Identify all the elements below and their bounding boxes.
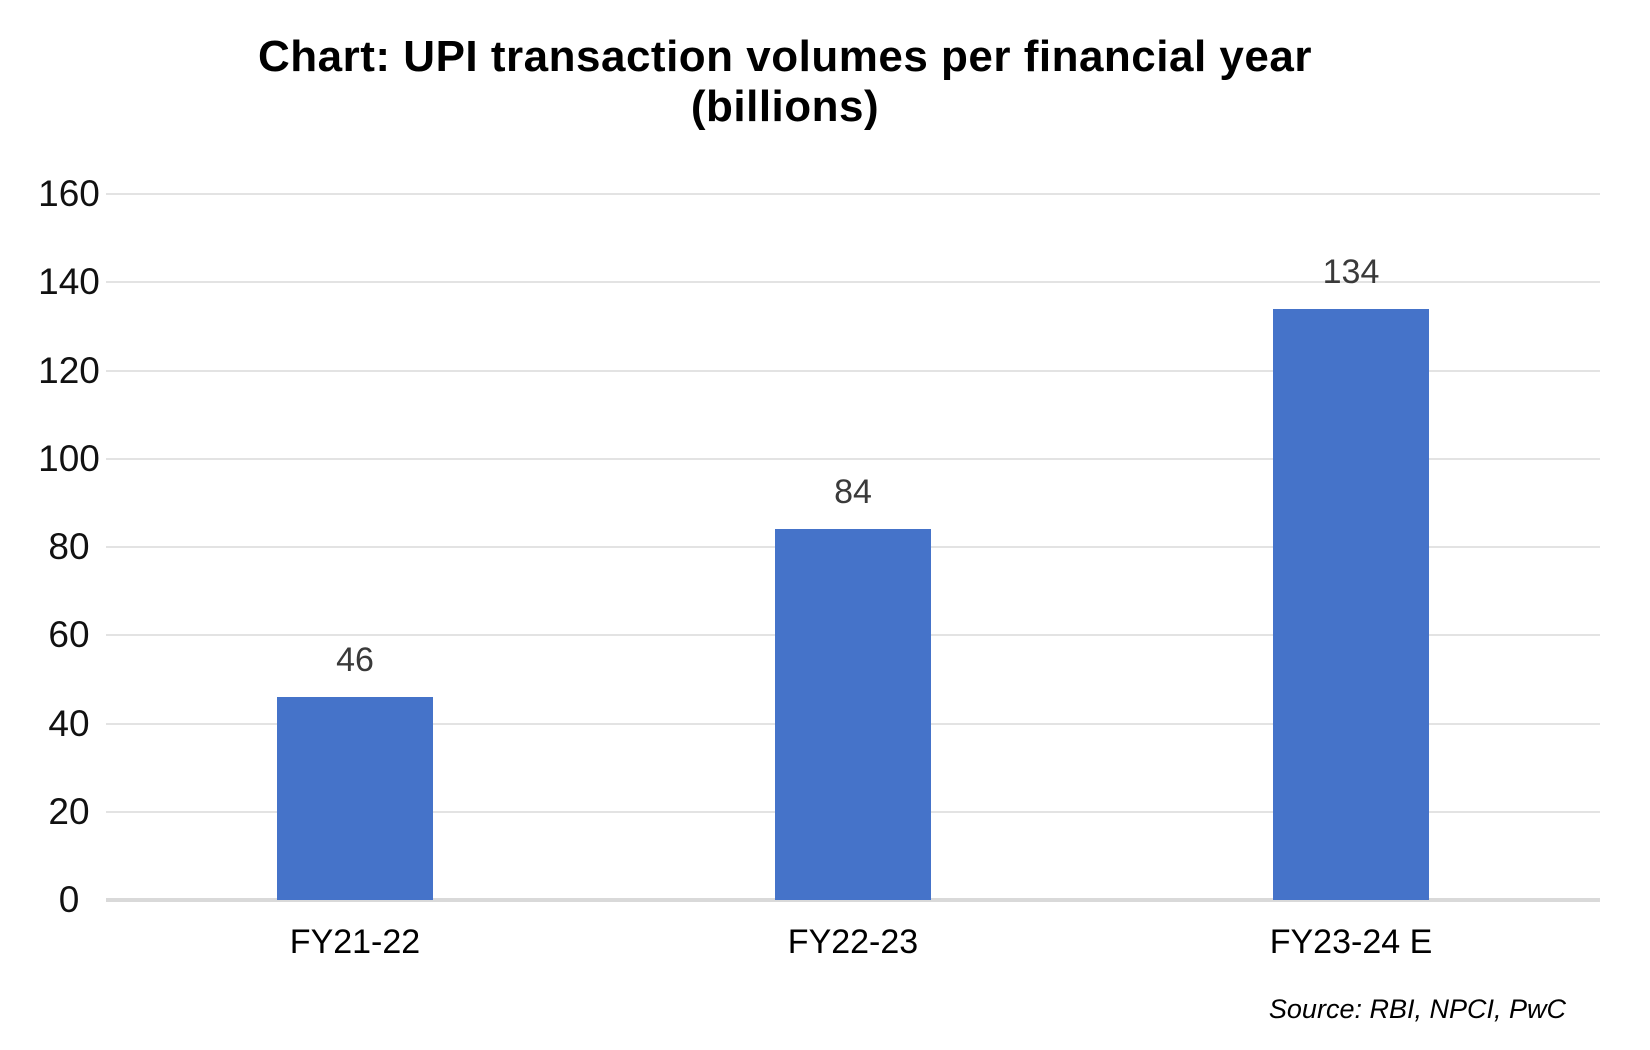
bar-value-label: 84 [834, 473, 872, 512]
x-tick-label-FY23-24 E: FY23-24 E [1269, 923, 1433, 961]
gridline [106, 281, 1600, 284]
gridline [106, 369, 1600, 372]
gridline [106, 193, 1600, 195]
bar-value-label: 134 [1322, 252, 1380, 291]
chart-title-line-1: Chart: UPI transaction volumes per finan… [258, 32, 1312, 81]
bar-FY21-22 [277, 697, 433, 900]
y-axis: 0 20 40 60 80 100 120 140 160 [38, 173, 100, 920]
gridline [106, 457, 1600, 460]
x-tick-label-FY22-23: FY22-23 [787, 923, 919, 961]
plot-area: 46 84 134 [106, 193, 1600, 902]
source-note: Source: RBI, NPCI, PwC [1268, 994, 1566, 1024]
x-axis: FY21-22 FY22-23 FY23-24 E [106, 922, 1600, 966]
bar-FY23-24 E [1273, 308, 1429, 900]
x-tick-label-FY21-22: FY21-22 [289, 923, 421, 961]
bar-FY22-23 [775, 529, 931, 900]
bar-value-label: 46 [336, 641, 374, 680]
x-axis-line [106, 898, 1600, 902]
chart-title-line-2: (billions) [690, 82, 880, 132]
chart-title: Chart: UPI transaction volumes per finan… [0, 32, 1570, 132]
